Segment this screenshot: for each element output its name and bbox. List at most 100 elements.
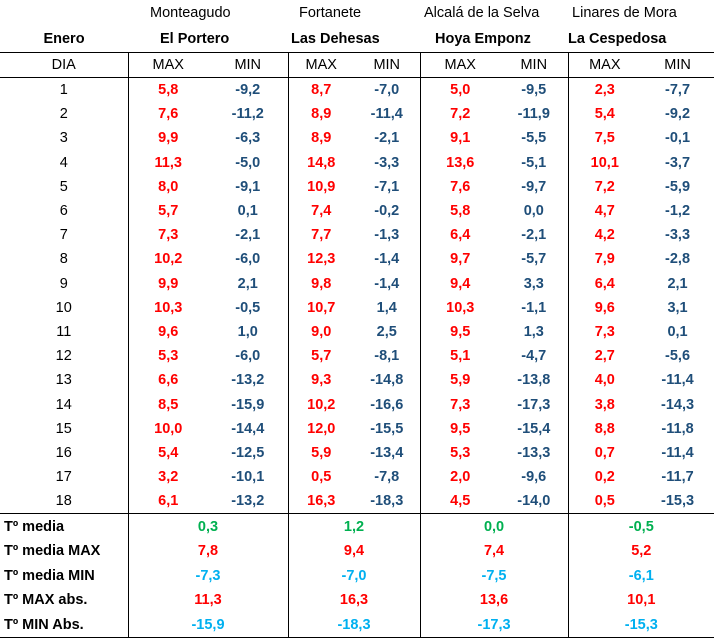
min-cell: -1,3: [354, 223, 421, 248]
min-cell: -15,4: [500, 416, 569, 441]
table-row: 1 5,8 -9,2 8,7 -7,0 5,0 -9,5 2,3 -7,7: [0, 77, 714, 103]
table-row: 17 3,2 -10,1 0,5 -7,8 2,0 -9,6 0,2 -11,7: [0, 465, 714, 490]
max-cell: 5,9: [450, 372, 471, 389]
max-cell: 9,6: [158, 323, 179, 340]
min-header: MIN: [500, 52, 569, 78]
min-cell: -7,1: [354, 174, 421, 199]
summary-label: Tº media: [0, 513, 129, 539]
min-cell: -1,4: [354, 247, 421, 272]
table-row: 8 10,2 -6,0 12,3 -1,4 9,7 -5,7 7,9 -2,8: [0, 247, 714, 272]
summary-value: -15,3: [568, 612, 714, 638]
min-cell: -12,5: [208, 440, 289, 465]
table-row: 11 9,6 1,0 9,0 2,5 9,5 1,3 7,3 0,1: [0, 319, 714, 345]
max-cell: 10,1: [590, 154, 619, 171]
day-header: DIA: [0, 52, 129, 78]
min-cell: -7,8: [354, 465, 421, 490]
table-row: 7 7,3 -2,1 7,7 -1,3 6,4 -2,1 4,2 -3,3: [0, 223, 714, 248]
max-cell: 7,3: [450, 396, 471, 413]
max-cell: 10,3: [446, 299, 475, 316]
max-cell: 5,0: [450, 82, 471, 99]
day-cell: 10: [0, 295, 129, 320]
max-cell: 0,5: [311, 469, 332, 486]
max-cell: 0,7: [594, 444, 615, 461]
summary-value: 0,3: [128, 513, 289, 539]
max-cell: 5,8: [450, 203, 471, 220]
min-cell: 1,0: [208, 319, 289, 345]
min-cell: -13,8: [500, 368, 569, 393]
min-cell: -2,8: [665, 251, 691, 268]
min-cell: -11,4: [661, 372, 694, 389]
min-cell: 2,1: [667, 275, 688, 292]
max-cell: 8,8: [594, 420, 615, 437]
min-cell: -11,8: [661, 420, 694, 437]
max-cell: 8,5: [158, 396, 179, 413]
max-cell: 9,9: [158, 275, 179, 292]
min-cell: -13,4: [354, 440, 421, 465]
station-2: Hoya Emponz: [435, 31, 531, 47]
min-cell: -11,9: [500, 102, 569, 127]
max-cell: 9,9: [158, 130, 179, 147]
town-3: Linares de Mora: [572, 5, 677, 21]
max-header: MAX: [420, 52, 501, 78]
max-header: MAX: [568, 52, 642, 78]
max-cell: 6,4: [594, 275, 615, 292]
max-cell: 0,5: [594, 493, 615, 510]
summary-label: Tº MIN Abs.: [0, 612, 129, 638]
max-cell: 9,4: [450, 275, 471, 292]
min-cell: -5,7: [500, 247, 569, 272]
min-cell: -15,5: [354, 416, 421, 441]
max-cell: 10,3: [154, 299, 183, 316]
max-cell: 4,7: [594, 203, 615, 220]
day-cell: 18: [0, 489, 129, 514]
min-cell: 1,4: [354, 295, 421, 320]
max-cell: 16,3: [307, 493, 336, 510]
summary-value: 10,1: [627, 592, 656, 609]
min-cell: -3,3: [665, 227, 691, 244]
min-cell: -5,5: [500, 126, 569, 151]
min-cell: -2,1: [208, 223, 289, 248]
min-cell: -15,3: [661, 493, 695, 510]
min-cell: -9,2: [665, 106, 691, 123]
min-header: MIN: [354, 52, 421, 78]
min-cell: -6,0: [208, 247, 289, 272]
day-cell: 8: [0, 247, 129, 272]
summary-value: 0,0: [420, 513, 569, 539]
min-cell: -13,3: [500, 440, 569, 465]
day-cell: 2: [0, 102, 129, 127]
day-cell: 1: [0, 77, 129, 103]
max-cell: 5,4: [158, 444, 179, 461]
month-label: Enero: [43, 31, 85, 47]
column-header-row: DIA MAX MIN MAX MIN MAX MIN MAX MIN: [0, 52, 714, 78]
max-cell: 7,5: [594, 130, 615, 147]
max-cell: 7,7: [311, 227, 332, 244]
day-cell: 5: [0, 174, 129, 199]
max-cell: 8,0: [158, 178, 179, 195]
summary-value: 16,3: [288, 588, 421, 613]
min-cell: -1,1: [500, 295, 569, 320]
min-cell: -9,7: [500, 174, 569, 199]
max-cell: 9,3: [311, 372, 332, 389]
table-row: 14 8,5 -15,9 10,2 -16,6 7,3 -17,3 3,8 -14,3: [0, 392, 714, 417]
max-cell: 6,1: [158, 493, 179, 510]
min-cell: -0,5: [208, 295, 289, 320]
max-cell: 0,2: [594, 469, 615, 486]
min-cell: -11,4: [354, 102, 421, 127]
min-cell: 2,1: [208, 271, 289, 296]
table-row: 4 11,3 -5,0 14,8 -3,3 13,6 -5,1 10,1 -3,7: [0, 150, 714, 175]
min-cell: -11,7: [661, 469, 694, 486]
max-cell: 5,3: [158, 348, 179, 365]
summary-value: -18,3: [288, 612, 421, 638]
max-header: MAX: [128, 52, 208, 78]
max-cell: 12,3: [307, 251, 336, 268]
min-cell: -14,3: [661, 396, 695, 413]
summary-value: 11,3: [128, 588, 289, 613]
max-cell: 13,6: [446, 154, 475, 171]
min-cell: -2,1: [354, 126, 421, 151]
max-cell: 5,7: [311, 348, 332, 365]
min-cell: -3,7: [665, 154, 691, 171]
min-cell: 0,1: [208, 198, 289, 224]
max-cell: 10,7: [307, 299, 336, 316]
summary-row: Tº media MIN -7,3 -7,0 -7,5 -6,1: [0, 563, 714, 589]
summary-value: 5,2: [631, 543, 652, 560]
summary-value: 7,4: [420, 538, 569, 564]
